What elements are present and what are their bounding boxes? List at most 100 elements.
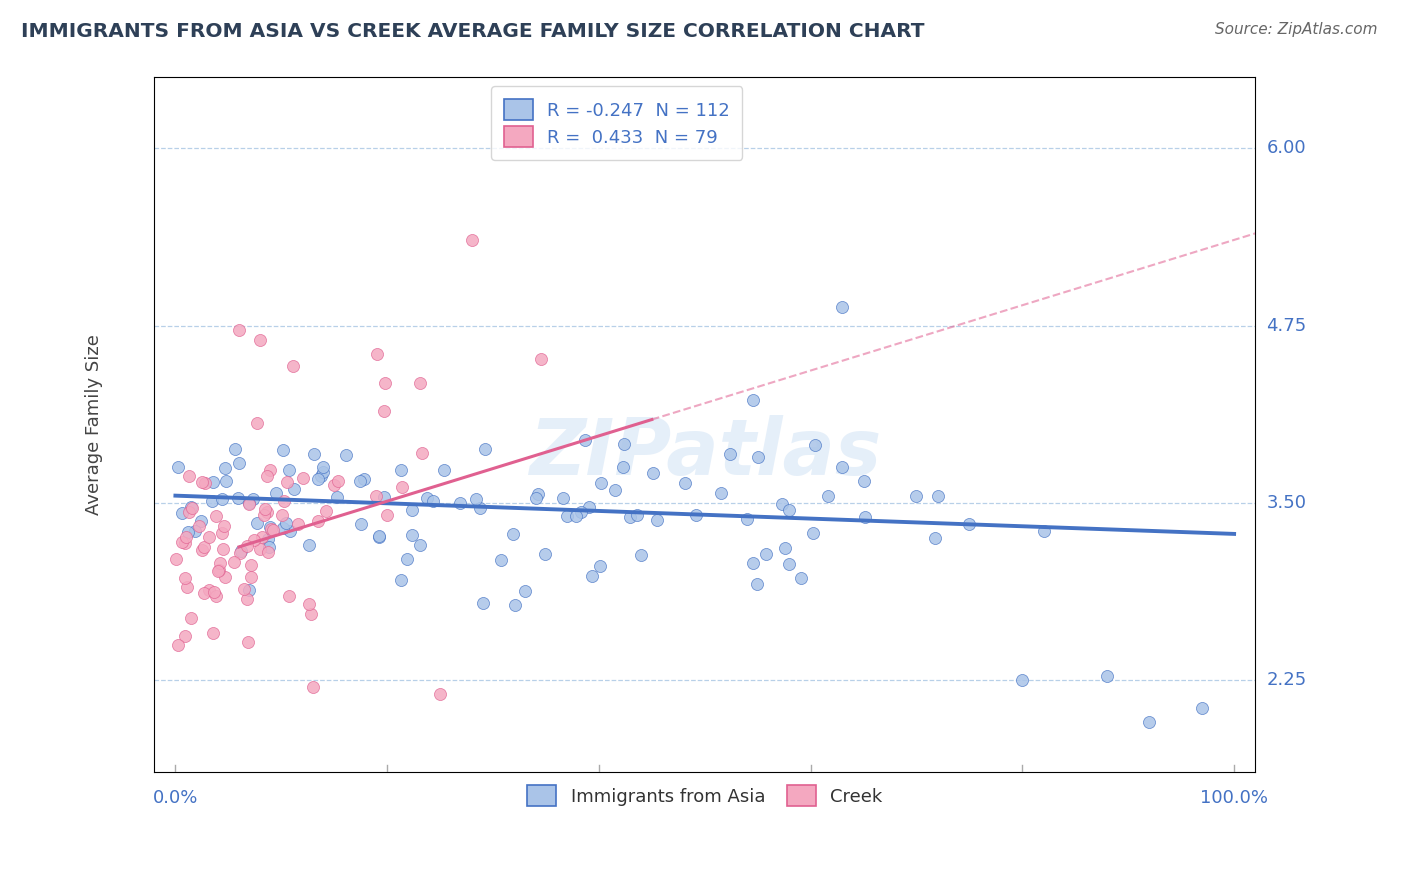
Point (502, 526, 524, 541)
Point (224, 442, 246, 457)
Point (238, 496, 260, 510)
Point (190, 514, 212, 528)
Point (277, 463, 299, 477)
Point (326, 490, 349, 504)
Point (1191, 701, 1213, 715)
Point (389, 463, 412, 477)
Point (773, 541, 796, 556)
Point (211, 491, 233, 506)
Point (297, 538, 319, 552)
Point (281, 359, 304, 373)
Point (328, 474, 350, 488)
Point (253, 508, 276, 522)
Point (1011, 673, 1033, 687)
Point (831, 300, 853, 314)
Point (226, 491, 249, 505)
Point (790, 571, 813, 585)
Point (302, 680, 325, 694)
Point (302, 447, 325, 461)
Point (193, 585, 215, 599)
Point (309, 468, 332, 483)
Point (276, 475, 298, 489)
Text: 2.25: 2.25 (1267, 671, 1306, 689)
Point (259, 540, 281, 554)
Point (229, 544, 252, 558)
Point (368, 528, 391, 542)
Point (211, 526, 233, 541)
Point (257, 533, 280, 547)
Legend: Immigrants from Asia, Creek: Immigrants from Asia, Creek (519, 776, 891, 815)
Point (626, 508, 648, 522)
Point (176, 580, 198, 594)
Point (353, 472, 375, 486)
Point (202, 585, 225, 599)
Point (474, 442, 496, 456)
Point (578, 500, 600, 514)
Point (1095, 668, 1118, 682)
Point (170, 506, 193, 520)
Point (526, 486, 548, 500)
Point (249, 333, 271, 347)
Point (283, 483, 305, 497)
Point (307, 514, 329, 528)
Point (307, 472, 329, 486)
Point (238, 635, 260, 649)
Point (190, 543, 212, 558)
Point (174, 629, 197, 643)
Point (373, 404, 395, 418)
Text: 100.0%: 100.0% (1201, 789, 1268, 807)
Point (801, 525, 824, 540)
Point (804, 437, 827, 451)
Point (208, 556, 231, 570)
Point (409, 376, 432, 391)
Point (574, 434, 596, 448)
Point (291, 471, 314, 485)
Point (176, 530, 198, 544)
Point (177, 469, 200, 483)
Point (181, 501, 204, 516)
Point (298, 597, 321, 611)
Point (249, 542, 271, 557)
Point (471, 596, 494, 610)
Point (589, 559, 612, 574)
Point (312, 459, 335, 474)
Point (551, 491, 574, 505)
Point (565, 508, 588, 523)
Point (735, 512, 758, 526)
Point (924, 531, 946, 545)
Text: IMMIGRANTS FROM ASIA VS CREEK AVERAGE FAMILY SIZE CORRELATION CHART: IMMIGRANTS FROM ASIA VS CREEK AVERAGE FA… (21, 22, 925, 41)
Point (685, 508, 707, 522)
Point (349, 474, 371, 488)
Point (555, 508, 578, 523)
Point (280, 524, 302, 538)
Point (174, 536, 197, 550)
Text: Source: ZipAtlas.com: Source: ZipAtlas.com (1215, 22, 1378, 37)
Point (270, 508, 292, 522)
Point (422, 493, 444, 508)
Point (373, 490, 395, 504)
Point (505, 598, 527, 612)
Point (461, 234, 484, 248)
Point (193, 540, 215, 554)
Point (299, 607, 322, 622)
Point (271, 521, 294, 535)
Point (335, 448, 357, 462)
Point (350, 516, 373, 531)
Point (256, 545, 278, 559)
Point (401, 502, 423, 516)
Point (755, 547, 778, 561)
Point (212, 518, 235, 533)
Point (396, 552, 419, 566)
Point (742, 556, 765, 570)
Point (273, 494, 295, 508)
Point (187, 518, 209, 533)
Point (534, 548, 557, 562)
Point (641, 466, 664, 480)
Point (323, 477, 346, 491)
Point (817, 489, 839, 503)
Point (224, 555, 246, 569)
Point (215, 474, 238, 488)
Point (198, 582, 221, 597)
Point (853, 510, 876, 524)
Point (619, 510, 641, 524)
